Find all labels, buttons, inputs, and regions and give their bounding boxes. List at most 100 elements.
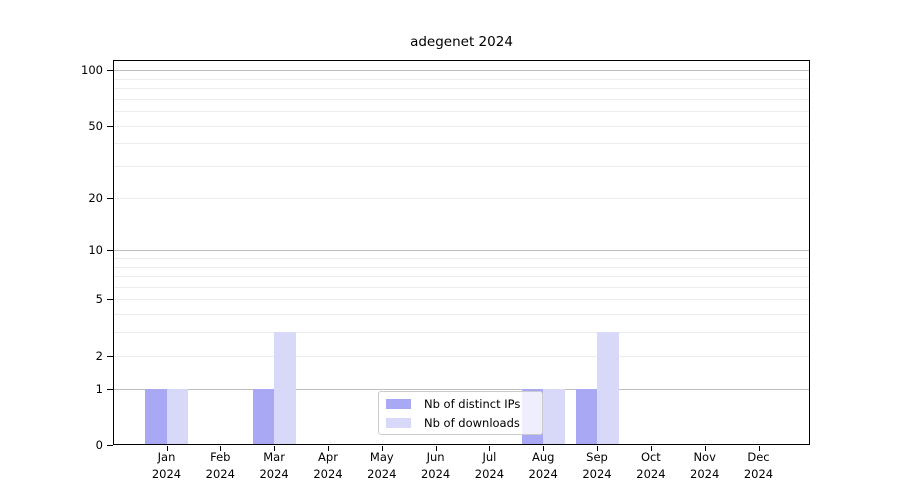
x-label-month: Jun [426, 450, 445, 464]
y-tick [107, 388, 113, 390]
x-label-year: 2024 [367, 467, 397, 481]
x-label-month: Sep [586, 450, 608, 464]
minor-gridline [114, 286, 809, 288]
y-tick [107, 70, 113, 71]
x-tick-label: Dec 2024 [744, 449, 773, 483]
legend-entry-distinct-ips: Nb of distinct IPs [386, 397, 534, 411]
x-label-month: May [369, 450, 394, 464]
y-tick-label: 0 [95, 438, 103, 452]
bar-downloads [166, 388, 188, 445]
x-tick [489, 446, 491, 451]
minor-gridline [114, 276, 809, 277]
y-tick [107, 445, 113, 446]
x-tick-label: Jun 2024 [421, 449, 450, 483]
y-tick-label: 2 [95, 348, 103, 363]
legend-entry-downloads: Nb of downloads [386, 416, 534, 430]
x-tick [704, 446, 706, 451]
x-tick-label: Jul 2024 [475, 449, 504, 483]
bar-distinct-ips [145, 388, 167, 445]
x-label-month: Apr [318, 450, 338, 464]
y-tick-label: 10 [88, 243, 103, 258]
legend-swatch-downloads [386, 417, 411, 428]
x-label-year: 2024 [420, 467, 451, 481]
x-label-year: 2024 [743, 467, 774, 481]
legend-label-distinct-ips: Nb of distinct IPs [424, 396, 521, 411]
x-tick-label: Jan 2024 [152, 449, 181, 483]
x-tick [381, 446, 383, 451]
x-tick-label: Feb 2024 [206, 449, 235, 483]
x-label-year: 2024 [313, 467, 343, 481]
x-tick [758, 446, 760, 451]
y-tick-label: 1 [95, 381, 103, 396]
x-label-year: 2024 [690, 467, 720, 481]
minor-gridline [114, 266, 809, 268]
x-label-month: Feb [210, 450, 231, 464]
minor-gridline [114, 98, 809, 100]
bar-downloads [543, 388, 565, 445]
minor-gridline [114, 332, 809, 334]
y-tick-label: 50 [88, 118, 103, 133]
x-label-month: Mar [263, 450, 285, 464]
x-tick-label: Sep 2024 [582, 449, 611, 483]
major-gridline [114, 250, 809, 252]
x-label-year: 2024 [205, 467, 235, 481]
y-tick [107, 250, 113, 252]
minor-gridline [114, 257, 809, 259]
bar-downloads [274, 332, 296, 445]
minor-gridline [114, 314, 809, 316]
y-tick [107, 197, 113, 199]
minor-gridline [114, 299, 809, 301]
x-label-month: Jul [482, 450, 497, 464]
x-label-year: 2024 [636, 467, 666, 481]
x-tick-label: Apr 2024 [313, 449, 342, 483]
x-label-month: Aug [531, 450, 555, 464]
y-tick-label: 20 [88, 190, 103, 205]
x-tick [597, 446, 598, 451]
minor-gridline [114, 197, 809, 199]
x-tick-label: Nov 2024 [690, 449, 719, 483]
major-gridline [114, 388, 809, 390]
x-tick-label: Aug 2024 [529, 449, 558, 483]
plot-area [113, 60, 810, 445]
minor-gridline [114, 125, 809, 127]
bar-downloads [597, 332, 619, 445]
chart-title: adegenet 2024 [410, 34, 513, 50]
x-tick [328, 446, 329, 451]
legend-label-downloads: Nb of downloads [424, 415, 520, 430]
x-tick [220, 446, 222, 451]
minor-gridline [114, 111, 809, 112]
bar-distinct-ips [575, 388, 597, 445]
x-label-month: Dec [747, 450, 770, 464]
x-label-month: Nov [693, 450, 716, 464]
x-tick-label: Mar 2024 [259, 449, 288, 483]
x-label-month: Oct [640, 450, 661, 464]
x-tick [435, 446, 437, 451]
x-tick [166, 446, 168, 451]
y-tick [107, 299, 113, 301]
x-label-year: 2024 [259, 467, 289, 481]
x-tick-label: Oct 2024 [636, 449, 665, 483]
minor-gridline [114, 78, 809, 80]
major-gridline [114, 70, 809, 71]
bar-distinct-ips [252, 388, 275, 445]
minor-gridline [114, 166, 809, 167]
x-label-month: Jan [157, 450, 176, 464]
x-tick [274, 446, 276, 451]
legend-swatch-distinct-ips [386, 398, 411, 409]
x-tick [650, 446, 652, 451]
legend: Nb of distinct IPs Nb of downloads [378, 391, 543, 435]
minor-gridline [114, 87, 809, 89]
x-label-year: 2024 [582, 467, 612, 481]
minor-gridline [114, 143, 809, 145]
y-tick-label: 5 [95, 292, 103, 307]
x-tick-label: May 2024 [367, 449, 396, 483]
y-tick [107, 355, 113, 357]
x-label-year: 2024 [151, 467, 182, 481]
x-tick [543, 446, 545, 451]
minor-gridline [114, 355, 809, 357]
x-label-year: 2024 [528, 467, 558, 481]
x-label-year: 2024 [474, 467, 505, 481]
y-tick [107, 125, 113, 127]
y-tick-label: 100 [81, 63, 103, 77]
